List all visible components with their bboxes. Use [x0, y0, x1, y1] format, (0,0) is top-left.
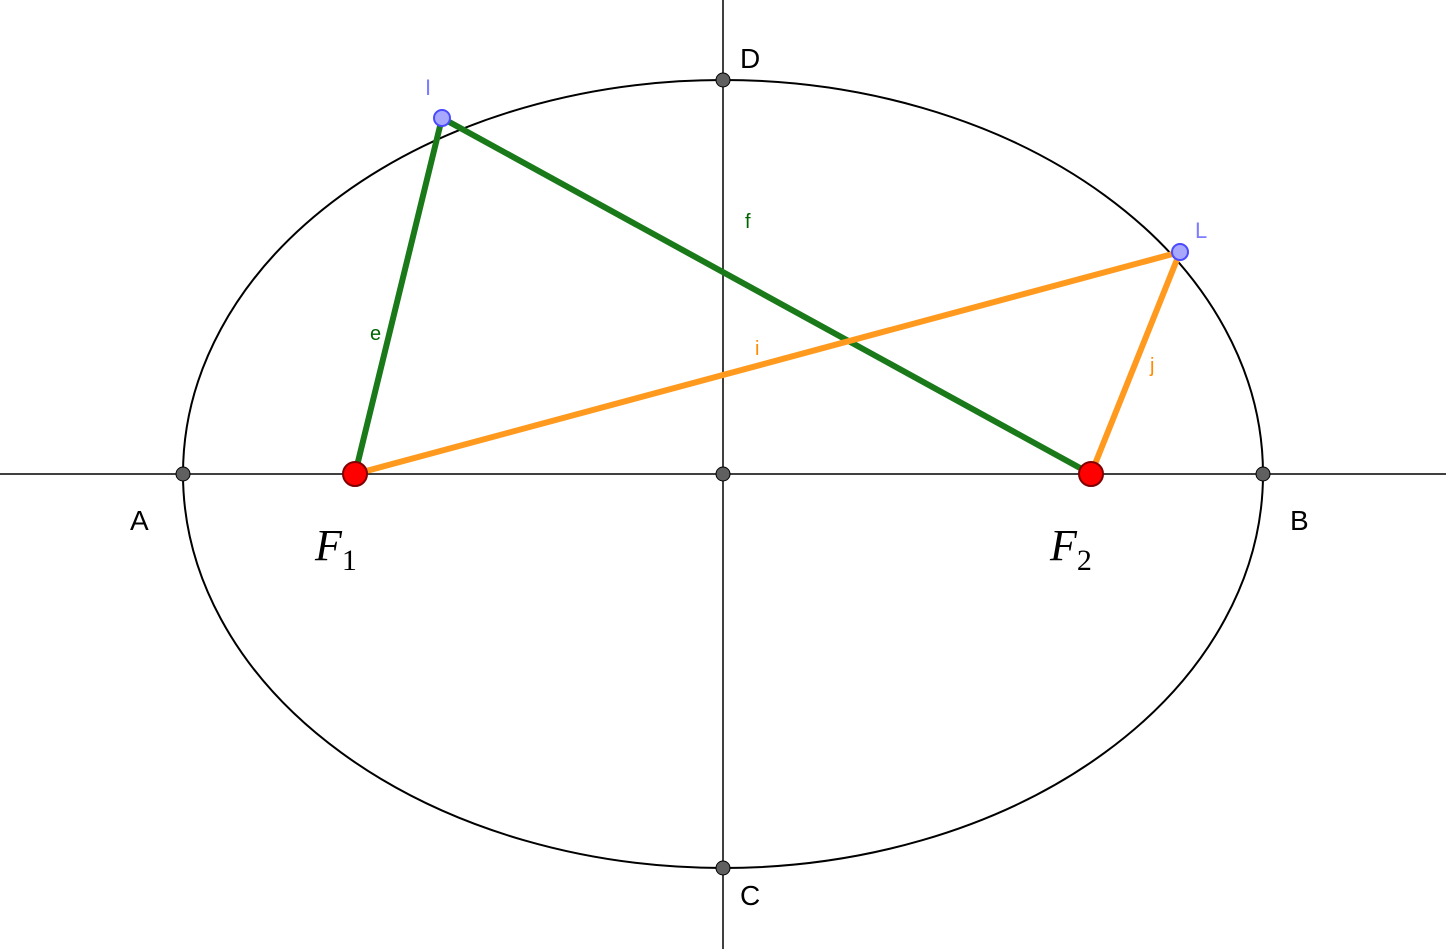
segment-label-e: e: [370, 323, 381, 345]
ellipse-point-L: [1172, 244, 1188, 260]
point-label-I: I: [425, 75, 431, 100]
segment-label-i: i: [755, 338, 759, 360]
axis-point-C: [716, 861, 730, 875]
segment-label-j: j: [1149, 355, 1154, 377]
ellipse-point-I: [434, 110, 450, 126]
focus-F2: [1079, 462, 1103, 486]
axis-label-B: B: [1290, 505, 1309, 536]
segment-label-f: f: [745, 211, 751, 233]
axis-label-A: A: [130, 505, 149, 536]
axis-point-B: [1256, 467, 1270, 481]
point-label-L: L: [1195, 218, 1207, 243]
axis-label-D: D: [740, 43, 760, 74]
ellipse-diagram: ABCDILefijF1F2: [0, 0, 1446, 949]
axis-label-C: C: [740, 880, 760, 911]
axis-point-A: [176, 467, 190, 481]
focus-F1: [343, 462, 367, 486]
axis-point-D: [716, 73, 730, 87]
axis-point-O: [716, 467, 730, 481]
